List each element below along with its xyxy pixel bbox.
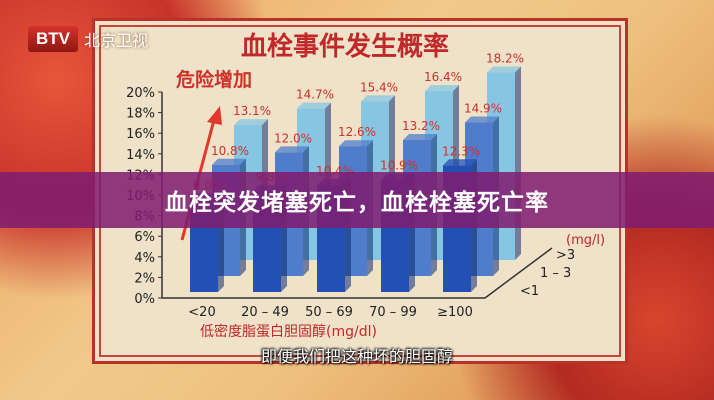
y-tick-label: 16%: [126, 127, 155, 142]
bar-value-label: 13.1%: [233, 104, 271, 118]
bar-value-label: 15.4%: [360, 80, 398, 94]
bar-top: [443, 159, 477, 166]
depth-tick-label: <1: [520, 284, 539, 299]
y-tick-label: 6%: [134, 230, 155, 245]
depth-axis-line: [484, 247, 553, 299]
bar-top: [339, 140, 373, 147]
bar-side: [515, 66, 521, 260]
x-axis-label: 低密度脂蛋白胆固醇(mg/dl): [200, 323, 377, 340]
x-tick-label: 20 – 49: [241, 305, 289, 320]
y-tick-label: 14%: [126, 148, 155, 163]
bar-top: [425, 85, 459, 92]
x-tick-label: ≥100: [437, 305, 473, 320]
bar-value-label: 10.9%: [380, 159, 418, 173]
bar-top: [297, 102, 331, 109]
bar-value-label: 12.6%: [338, 125, 376, 139]
subtitle: 即便我们把这种坏的胆固醇: [260, 347, 453, 366]
y-tick-label: 4%: [134, 251, 155, 266]
depth-tick-label: >3: [556, 248, 575, 263]
risk-arrow-head-icon: [207, 106, 222, 125]
btv-logo: BTV: [28, 26, 78, 52]
bar-top: [487, 66, 521, 73]
channel-name: 北京卫视: [84, 31, 149, 50]
bar-top: [403, 134, 437, 141]
y-tick-label: 2%: [134, 271, 155, 286]
bar-value-label: 13.2%: [402, 119, 440, 133]
bar-value-label: 14.7%: [296, 88, 334, 102]
x-tick-label: 50 – 69: [305, 305, 353, 320]
y-tick-label: 20%: [126, 86, 155, 101]
x-tick-label: <20: [188, 305, 215, 320]
y-tick-label: 0%: [134, 292, 155, 307]
bar-top: [212, 158, 246, 165]
bar-value-label: 14.9%: [464, 102, 502, 116]
bar-value-label: 16.4%: [424, 70, 462, 84]
bar-top: [234, 119, 268, 126]
overlay-title: 血栓突发堵塞死亡，血栓栓塞死亡率: [165, 190, 549, 216]
bar-top: [361, 95, 395, 102]
chart-title: 血栓事件发生概率: [241, 31, 449, 62]
bar-top: [275, 146, 309, 153]
risk-annotation: 危险增加: [176, 68, 252, 91]
bar-value-label: 12.3%: [442, 144, 480, 158]
bar-value-label: 10.8%: [211, 144, 249, 158]
channel-logo: BTV 北京卫视: [28, 26, 148, 52]
bar-value-label: 12.0%: [274, 131, 312, 145]
bar-value-label: 18.2%: [486, 52, 524, 66]
x-tick-label: 70 – 99: [369, 305, 417, 320]
overlay-title-band: 血栓突发堵塞死亡，血栓栓塞死亡率: [0, 172, 714, 228]
y-tick-label: 18%: [126, 107, 155, 122]
depth-tick-label: 1 – 3: [540, 266, 571, 281]
depth-axis-label: (mg/l): [566, 233, 605, 248]
bar-top: [465, 116, 499, 123]
